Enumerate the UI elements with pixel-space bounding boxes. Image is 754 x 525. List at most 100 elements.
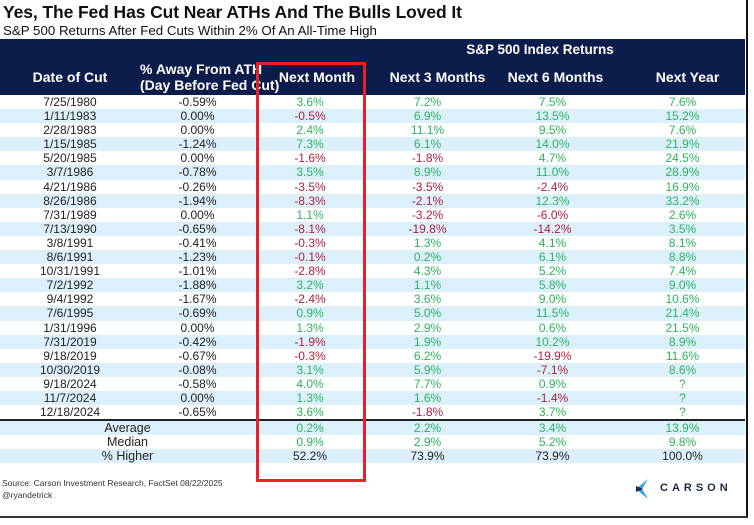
cell-next-year: 24.5% <box>665 151 700 166</box>
cell-next-3-months: 1.9% <box>413 334 442 349</box>
cell-next-6-months: -2.4% <box>536 179 569 194</box>
cell-next-year: 16.9% <box>665 179 700 194</box>
table-row: 9/18/2019 -0.67% -0.3% 6.2% -19.9% 11.6% <box>0 349 745 363</box>
column-header-away-from-ath: % Away From ATH (Day Before Fed Cut) <box>140 61 279 93</box>
cell-away-from-ath: -0.65% <box>178 405 217 420</box>
table-row: 9/4/1992 -1.67% -2.4% 3.6% 9.0% 10.6% <box>0 292 745 306</box>
cell-away-from-ath: -1.88% <box>178 278 217 293</box>
cell-next-year: 21.5% <box>665 320 700 335</box>
cell-away-from-ath: -0.78% <box>178 165 217 180</box>
cell-next-year: 9.0% <box>668 278 697 293</box>
cell-next-year: 8.9% <box>668 334 697 349</box>
cell-next-year: 11.6% <box>665 348 700 363</box>
table-row: 8/6/1991 -1.23% -0.1% 0.2% 6.1% 8.8% <box>0 250 745 265</box>
cell-next-6-months: 10.2% <box>535 334 570 349</box>
carson-logo: CARSON <box>632 478 742 500</box>
column-group-label: S&P 500 Index Returns <box>466 42 614 57</box>
cell-next-3-months: 6.2% <box>413 348 442 363</box>
cell-next-year: ? <box>679 390 686 405</box>
cell-next-month: 3.5% <box>296 165 324 180</box>
cell-away-from-ath: -0.42% <box>178 334 217 349</box>
cell-next-3-months: -3.2% <box>411 207 444 222</box>
logo-text: CARSON <box>660 482 732 494</box>
cell-next-6-months: -19.9% <box>533 348 572 363</box>
cell-away-from-ath: 0.00% <box>180 390 215 405</box>
cell-next-year: 28.9% <box>665 165 700 180</box>
table-row: 12/18/2024 -0.65% 3.6% -1.8% 3.7%? <box>0 405 745 419</box>
table-row: 4/21/1986 -0.26% -3.5% -3.5% -2.4% 16.9% <box>0 180 745 194</box>
table-header: S&P 500 Index Returns Date of Cut % Away… <box>0 39 745 95</box>
summary-cell-next-month: 0.2% <box>296 421 324 436</box>
cell-away-from-ath: -1.01% <box>178 264 217 279</box>
cell-cut-date: 10/30/2019 <box>39 362 101 377</box>
cell-cut-date: 4/21/1986 <box>43 179 97 194</box>
cell-next-year: ? <box>679 405 686 420</box>
summary-cell-next-month: 52.2% <box>292 449 328 464</box>
cell-next-3-months: -1.8% <box>411 151 444 166</box>
cell-cut-date: 5/20/1985 <box>43 151 97 166</box>
cell-next-6-months: 4.7% <box>538 151 567 166</box>
cell-away-from-ath: -0.26% <box>178 179 217 194</box>
cell-next-3-months: 3.6% <box>413 292 442 307</box>
cell-away-from-ath: -0.08% <box>178 362 217 377</box>
cell-cut-date: 11/7/2024 <box>43 390 97 405</box>
cell-next-3-months: -1.8% <box>411 405 444 420</box>
table-row: 1/15/1985 -1.24% 7.3% 6.1% 14.0% 21.9% <box>0 137 745 152</box>
summary-cell-next-3-months: 2.9% <box>413 435 442 450</box>
cell-cut-date: 12/18/2024 <box>39 405 101 420</box>
summary-row: % Higher 52.2% 73.9% 73.9% 100.0% <box>0 449 745 464</box>
cell-away-from-ath: -0.69% <box>178 306 217 321</box>
cell-next-year: 21.9% <box>665 137 700 152</box>
cell-away-from-ath: -1.67% <box>178 292 217 307</box>
table-row: 1/31/1996 0.00% 1.3% 2.9% 0.6% 21.5% <box>0 321 745 335</box>
summary-cell-next-6-months: 5.2% <box>538 435 567 450</box>
cell-next-6-months: 4.1% <box>538 235 567 250</box>
table-row: 10/31/1991 -1.01% -2.8% 4.3% 5.2% 7.4% <box>0 264 745 278</box>
cell-cut-date: 8/6/1991 <box>46 250 94 265</box>
cell-next-month: -8.1% <box>294 221 326 236</box>
cell-next-3-months: 1.1% <box>413 278 442 293</box>
cell-next-3-months: 1.6% <box>413 390 442 405</box>
cell-next-6-months: 11.5% <box>535 306 570 321</box>
cell-next-3-months: 1.3% <box>413 235 442 250</box>
cell-next-year: 7.4% <box>668 264 697 279</box>
cell-next-3-months: 4.3% <box>413 264 442 279</box>
cell-next-6-months: 13.5% <box>535 109 570 124</box>
frame-right-border <box>746 0 748 518</box>
cell-next-6-months: 9.0% <box>538 292 567 307</box>
cell-next-month: -0.1% <box>294 250 326 265</box>
table-row: 7/25/1980 -0.59% 3.6% 7.2% 7.5% 7.6% <box>0 95 745 109</box>
column-header-next-month: Next Month <box>278 69 356 85</box>
cell-cut-date: 8/26/1986 <box>43 193 97 208</box>
cell-next-6-months: 9.5% <box>538 123 567 138</box>
cell-away-from-ath: 0.00% <box>180 207 215 222</box>
cell-away-from-ath: 0.00% <box>180 123 215 138</box>
cell-away-from-ath: -0.67% <box>178 348 217 363</box>
cell-next-3-months: 5.0% <box>413 306 442 321</box>
cell-next-year: 8.8% <box>668 250 697 265</box>
cell-next-3-months: 5.9% <box>413 362 442 377</box>
chart-subtitle: S&P 500 Returns After Fed Cuts Within 2%… <box>3 23 377 38</box>
table-row: 7/6/1995 -0.69% 0.9% 5.0% 11.5% 21.4% <box>0 306 745 321</box>
cell-next-month: -1.6% <box>294 151 326 166</box>
cell-cut-date: 7/25/1980 <box>43 95 97 109</box>
cell-next-month: 3.1% <box>296 362 324 377</box>
cell-next-month: -8.3% <box>294 193 326 208</box>
cell-next-month: -2.8% <box>294 264 326 279</box>
cell-next-6-months: -6.0% <box>536 207 569 222</box>
cell-next-month: 3.6% <box>296 95 324 109</box>
summary-divider <box>0 419 745 422</box>
cell-next-month: 4.0% <box>296 376 324 391</box>
returns-table: 7/25/1980 -0.59% 3.6% 7.2% 7.5% 7.6% 1/11/1983… <box>0 95 745 464</box>
table-row: 3/8/1991 -0.41% -0.3% 1.3% 4.1% 8.1% <box>0 236 745 250</box>
cell-next-month: -0.3% <box>294 348 326 363</box>
cell-next-3-months: 6.1% <box>413 137 442 152</box>
cell-away-from-ath: -1.24% <box>178 137 217 152</box>
cell-next-6-months: 11.0% <box>535 165 570 180</box>
author-handle: @ryandetrick <box>2 490 53 500</box>
cell-next-6-months: 14.0% <box>535 137 570 152</box>
next-month-highlight-box <box>256 62 366 482</box>
cell-next-6-months: 0.9% <box>538 376 567 391</box>
cell-next-year: 2.6% <box>668 207 697 222</box>
summary-label: Median <box>107 435 148 450</box>
